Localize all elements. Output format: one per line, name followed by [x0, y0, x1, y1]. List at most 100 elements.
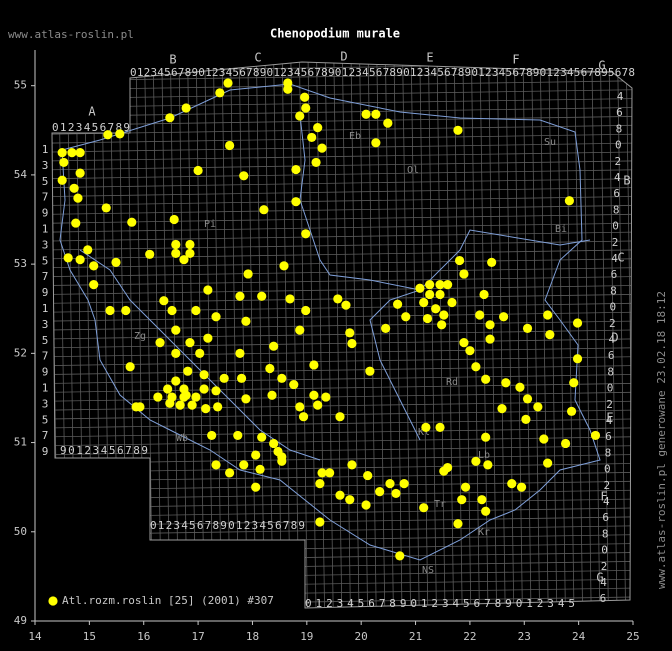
record-dot — [199, 370, 209, 380]
grid-row-digit: 5 — [42, 413, 49, 426]
record-dot — [453, 125, 463, 135]
grid-cell-line — [52, 222, 632, 233]
grid-cell-line — [539, 62, 549, 608]
record-dot — [572, 318, 583, 328]
grid-cell-line — [52, 285, 632, 295]
record-dot — [251, 482, 261, 492]
record-dot — [422, 313, 433, 324]
grid-row-digit: 8 — [610, 284, 617, 297]
region-label: Wb — [176, 433, 188, 444]
grid-cell-line — [52, 231, 632, 242]
region-label: NS — [422, 565, 434, 576]
x-tick-label: 18 — [246, 630, 259, 643]
grid-cell-line — [195, 62, 205, 608]
country-border — [59, 83, 601, 561]
record-dot — [371, 109, 381, 119]
grid-cell-line — [52, 320, 632, 331]
record-dot — [193, 165, 203, 176]
record-dot — [365, 366, 375, 376]
grid-cell-line — [436, 62, 446, 608]
record-dot — [127, 217, 137, 227]
record-dot — [391, 488, 401, 499]
record-dot — [481, 374, 491, 384]
grid-cell-line — [52, 418, 632, 429]
record-dot — [507, 479, 517, 489]
record-dot — [315, 479, 325, 489]
river — [369, 289, 421, 441]
grid-row-digit: 6 — [616, 106, 623, 119]
record-dot — [171, 376, 181, 386]
record-dot — [569, 378, 579, 388]
record-dot — [375, 487, 385, 497]
record-dot — [363, 470, 373, 481]
record-dot — [211, 460, 221, 470]
record-dot — [211, 386, 221, 396]
record-dot — [165, 113, 175, 123]
record-dot — [75, 148, 85, 158]
region-label: Kr — [478, 527, 490, 538]
record-dot — [393, 299, 403, 309]
record-dot — [191, 392, 201, 402]
grid-cell-line — [281, 62, 291, 608]
record-dot — [185, 239, 195, 250]
record-dot — [203, 333, 213, 343]
record-dot — [543, 458, 553, 468]
grid-row-digit: 5 — [42, 254, 49, 267]
record-dot — [175, 400, 185, 410]
grid-cell-line — [178, 62, 188, 608]
record-dot — [153, 392, 163, 402]
record-dot — [211, 312, 221, 322]
record-dot — [371, 138, 381, 148]
x-tick-label: 15 — [83, 630, 96, 643]
grid-cell-line — [574, 62, 583, 608]
record-dot — [300, 92, 310, 102]
grid-row-digit: 3 — [42, 159, 49, 172]
x-tick-label: 20 — [355, 630, 368, 643]
record-dot — [425, 289, 435, 300]
record-dot — [69, 183, 79, 193]
grid-cell-line — [187, 62, 196, 608]
grid-row-digit: 8 — [602, 527, 609, 540]
record-dot — [335, 412, 345, 422]
grid-letter: B — [623, 174, 630, 188]
record-dot — [439, 310, 449, 320]
record-dot — [465, 346, 475, 356]
record-dot — [501, 378, 511, 388]
grid-cell-line — [591, 62, 601, 608]
grid-row-digit: 4 — [617, 90, 624, 103]
grid-cell-line — [52, 382, 632, 393]
record-dot — [521, 414, 531, 424]
x-tick-label: 21 — [409, 630, 422, 643]
grid-cell-line — [52, 204, 632, 215]
grid-cell-line — [161, 62, 171, 608]
record-dot — [169, 214, 179, 225]
record-dot — [497, 404, 507, 414]
grid-row-digit: 0 — [610, 301, 617, 314]
record-dot — [298, 412, 309, 422]
x-tick-label: 17 — [191, 630, 204, 643]
region-label: Su — [544, 137, 556, 148]
record-dot — [539, 434, 549, 444]
grid-letter: C — [254, 51, 261, 65]
generated-note: www.atlas-roslin.pl generowane 23.02.18 … — [655, 291, 668, 589]
grid-row-digit: 4 — [611, 252, 618, 265]
region-label: Rd — [446, 377, 458, 388]
grid-cell-line — [600, 62, 609, 608]
grid-cell-line — [213, 62, 222, 608]
record-dot — [487, 257, 497, 267]
grid-cell-line — [52, 365, 632, 375]
record-dot — [439, 466, 449, 476]
record-dot — [257, 432, 267, 442]
grid-row-digit: 8 — [605, 446, 612, 459]
grid-row-digit: 0 — [607, 382, 614, 395]
grid-cell-line — [52, 142, 632, 153]
grid-cell-line — [52, 107, 632, 117]
region-label: Kl — [418, 427, 430, 438]
record-dot — [89, 261, 99, 271]
record-dot — [187, 400, 197, 410]
grid-digit-row: 0123456789 — [52, 121, 130, 134]
record-dot — [167, 305, 177, 316]
grid-row-digit: 4 — [603, 495, 610, 508]
record-dot — [572, 354, 583, 364]
